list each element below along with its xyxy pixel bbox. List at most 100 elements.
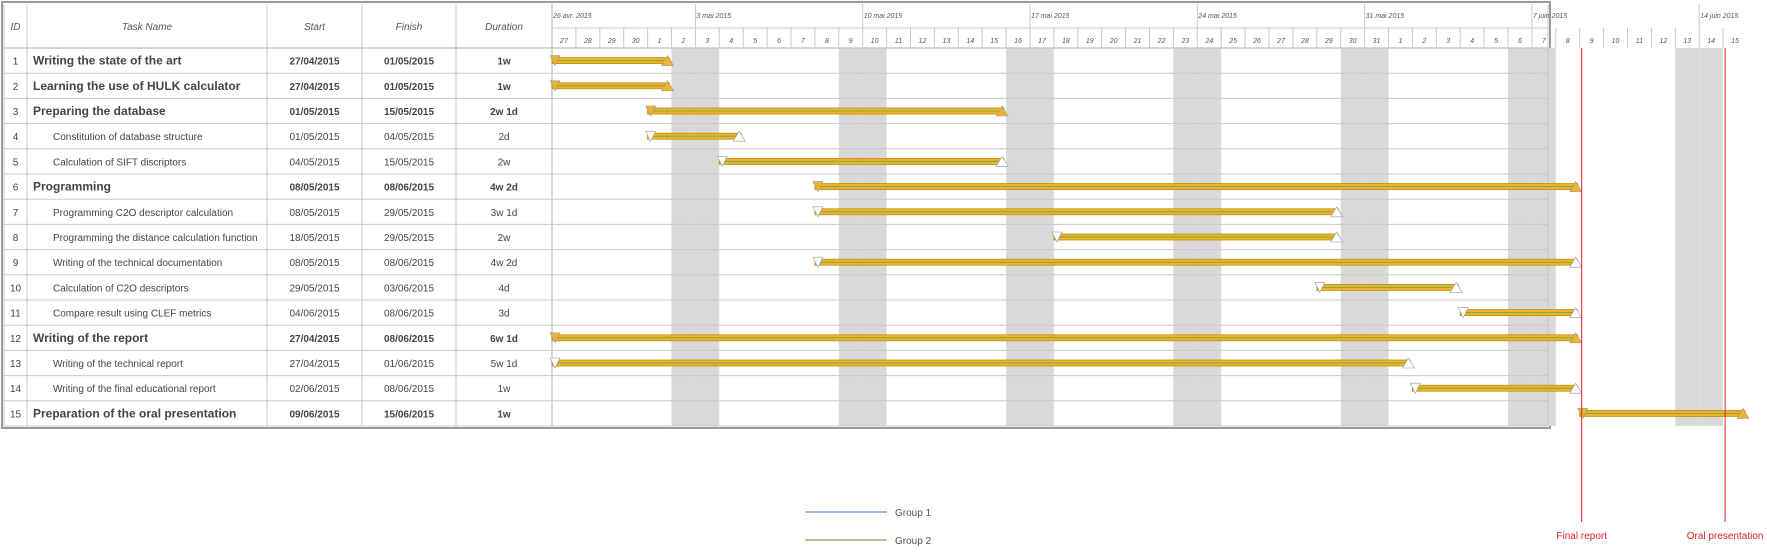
day-label: 1	[1398, 38, 1402, 45]
task-start: 27/04/2015	[289, 359, 339, 370]
task-finish: 08/06/2015	[384, 183, 434, 194]
day-label: 24	[1204, 38, 1213, 45]
task-duration: 6w 1d	[490, 334, 518, 345]
day-label: 27	[1276, 38, 1286, 45]
day-label: 16	[1014, 38, 1022, 45]
task-name: Preparing the database	[33, 104, 166, 118]
task-end-marker	[1449, 281, 1463, 293]
day-label: 17	[1038, 38, 1047, 45]
day-label: 12	[919, 38, 927, 45]
day-label: 10	[1612, 38, 1620, 45]
task-name: Writing of the technical report	[53, 359, 183, 370]
task-start: 02/06/2015	[289, 384, 339, 395]
weekend-shading	[838, 48, 863, 426]
task-id: 10	[10, 283, 22, 294]
task-finish: 08/06/2015	[384, 334, 434, 345]
task-start-marker	[1409, 382, 1421, 394]
task-start-marker	[549, 332, 561, 344]
task-finish: 01/05/2015	[384, 57, 434, 68]
task-duration: 5w 1d	[491, 359, 518, 370]
task-start: 09/06/2015	[289, 409, 339, 420]
header-start: Start	[304, 22, 326, 33]
task-end-marker	[1569, 181, 1583, 192]
task-name: Programming C2O descriptor calculation	[53, 208, 233, 219]
week-label: 3 mai 2015	[696, 13, 731, 20]
task-name: Compare result using CLEF metrics	[53, 309, 211, 320]
task-name: Preparation of the oral presentation	[33, 406, 236, 420]
task-name: Learning the use of HULK calculator	[33, 79, 241, 93]
task-duration: 2w	[498, 233, 512, 244]
task-name: Writing the state of the art	[33, 54, 181, 68]
day-label: 28	[583, 38, 592, 45]
task-finish: 08/06/2015	[384, 384, 434, 395]
legend-label: Group 1	[895, 508, 932, 519]
task-start-marker	[812, 256, 824, 268]
day-label: 22	[1157, 38, 1166, 45]
day-label: 14	[966, 38, 974, 45]
header-duration: Duration	[485, 22, 523, 33]
day-label: 2	[1421, 38, 1426, 45]
task-id: 1	[13, 57, 19, 68]
task-start: 04/06/2015	[289, 309, 339, 320]
weekend-shading	[1508, 48, 1532, 426]
week-label: 14 juin 2015	[1700, 13, 1738, 20]
weekend-shading	[1675, 48, 1700, 426]
day-label: 11	[895, 38, 902, 45]
task-id: 11	[10, 309, 21, 320]
day-label: 12	[1659, 38, 1667, 45]
task-id: 4	[13, 132, 19, 143]
task-id: 12	[10, 334, 22, 345]
task-start: 18/05/2015	[289, 233, 339, 244]
task-end-marker	[1330, 231, 1344, 243]
task-name: Calculation of SIFT discriptors	[53, 157, 186, 168]
task-id: 13	[10, 359, 22, 370]
header-name: Task Name	[122, 22, 173, 33]
day-label: 11	[1636, 38, 1643, 45]
task-finish: 04/05/2015	[384, 132, 434, 143]
task-id: 7	[13, 208, 19, 219]
task-finish: 03/06/2015	[384, 283, 434, 294]
task-name: Writing of the final educational report	[53, 384, 216, 395]
task-end-marker	[732, 130, 746, 142]
weekend-shading	[1340, 48, 1365, 426]
day-label: 6	[1518, 38, 1522, 45]
task-name: Programming the distance calculation fun…	[53, 233, 258, 244]
task-start-marker	[812, 181, 824, 193]
day-label: 15	[990, 38, 998, 45]
task-name: Writing of the technical documentation	[53, 258, 222, 269]
day-label: 20	[1109, 38, 1118, 45]
task-start-marker	[1577, 408, 1589, 420]
task-id: 3	[13, 107, 19, 118]
day-label: 4	[1470, 38, 1474, 45]
weekend-shading	[671, 48, 696, 426]
task-duration: 2w 1d	[490, 107, 518, 118]
weekend-shading	[1699, 48, 1724, 426]
task-duration: 1w	[497, 82, 511, 93]
day-label: 26	[1252, 38, 1261, 45]
task-start: 08/05/2015	[289, 258, 339, 269]
task-start: 27/04/2015	[289, 82, 339, 93]
task-name: Constitution of database structure	[53, 132, 203, 143]
milestone-label: Final report	[1556, 531, 1607, 542]
day-label: 6	[777, 38, 781, 45]
day-label: 21	[1133, 38, 1142, 45]
task-finish: 08/06/2015	[384, 309, 434, 320]
header-id: ID	[11, 22, 21, 33]
day-label: 2	[680, 38, 685, 45]
task-start-marker	[549, 55, 561, 67]
task-duration: 4d	[498, 283, 509, 294]
header-finish: Finish	[396, 22, 423, 33]
task-duration: 1w	[498, 384, 512, 395]
task-end-marker	[995, 155, 1009, 167]
day-label: 13	[1683, 38, 1691, 45]
task-finish: 29/05/2015	[384, 208, 434, 219]
day-label: 28	[1300, 38, 1309, 45]
task-id: 2	[13, 82, 19, 93]
task-duration: 3d	[498, 309, 509, 320]
task-id: 9	[13, 258, 19, 269]
task-id: 14	[10, 384, 22, 395]
day-label: 7	[1542, 38, 1547, 45]
task-finish: 29/05/2015	[384, 233, 434, 244]
day-label: 31	[1373, 38, 1381, 45]
